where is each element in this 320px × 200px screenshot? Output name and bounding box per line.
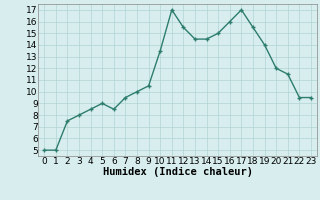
X-axis label: Humidex (Indice chaleur): Humidex (Indice chaleur)	[103, 167, 252, 177]
